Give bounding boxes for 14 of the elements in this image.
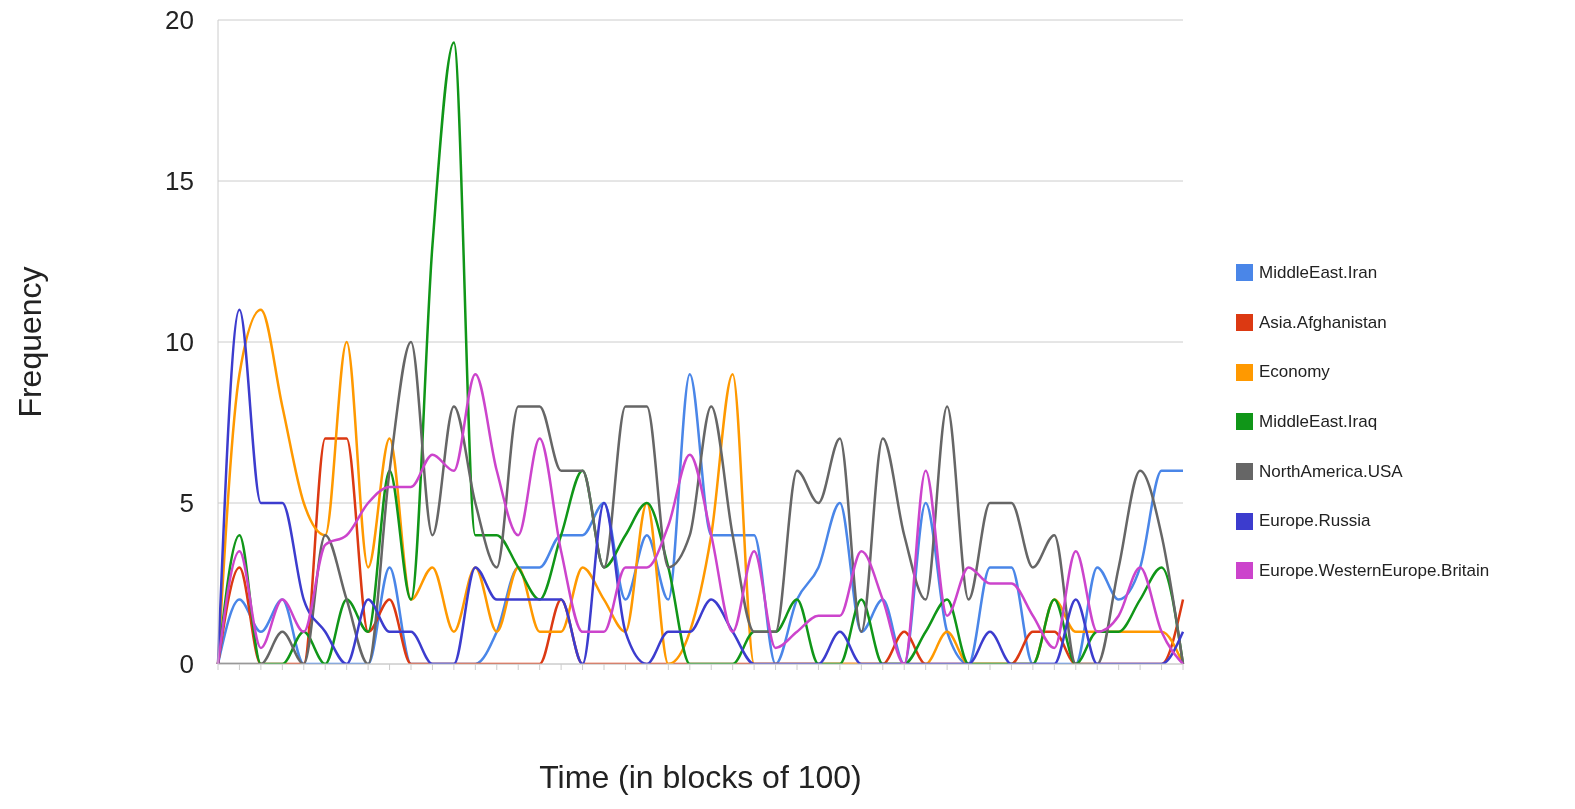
y-tick-label: 20 [165,5,194,36]
legend-label: Europe.WesternEurope.Britain [1259,560,1490,581]
legend-label: MiddleEast.Iraq [1259,411,1378,432]
legend-label: MiddleEast.Iran [1259,262,1378,283]
legend-label: Economy [1259,362,1330,383]
x-axis-title: Time (in blocks of 100) [539,759,862,795]
y-tick-label: 10 [165,327,194,358]
y-tick-label: 0 [179,649,194,680]
legend-label: Europe.Russia [1259,511,1371,532]
y-tick-label: 5 [179,488,194,519]
y-axis-title: Frequency [12,266,49,418]
legend-label: NorthAmerica.USA [1259,461,1403,482]
y-tick-label: 15 [165,166,194,197]
legend-label: Asia.Afghanistan [1259,312,1387,333]
